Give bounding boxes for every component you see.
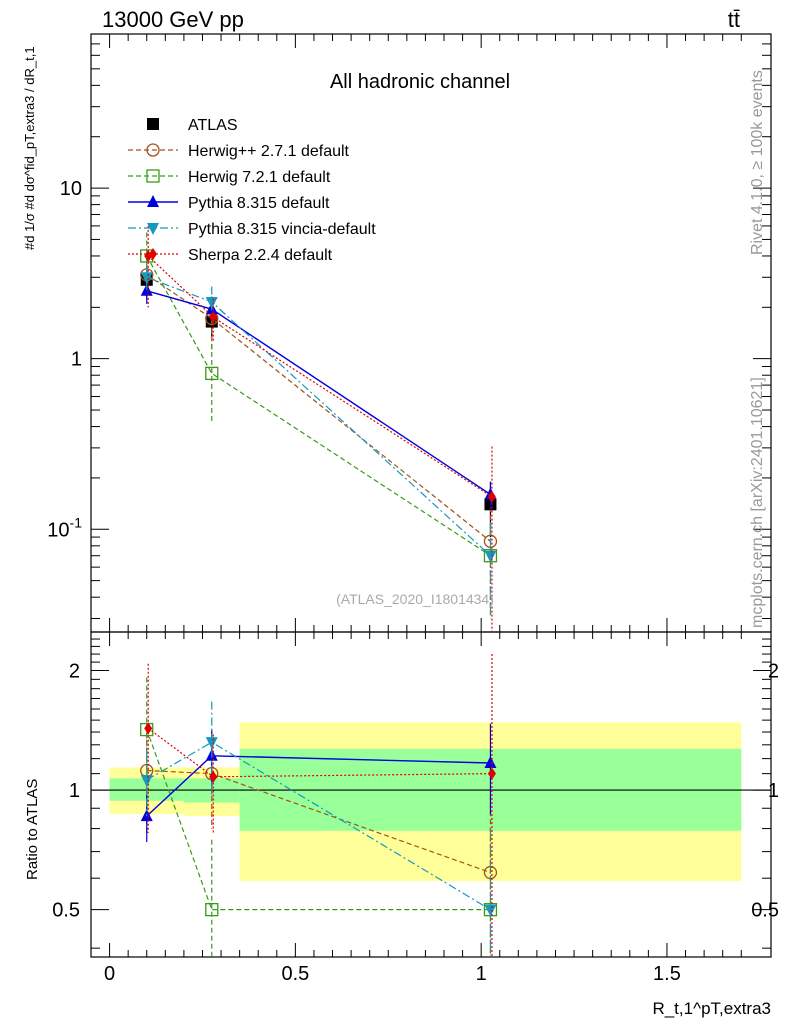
ratio-line-herwig-7-2-1-default [146,729,491,911]
main-point [209,311,218,324]
ratio-point [205,903,219,917]
x-tick-label: 1 [476,963,487,985]
ratio-series [140,654,498,957]
ratio-y-tick-label-right: 0.5 [751,900,779,922]
x-tick-label: 0 [104,963,115,985]
ratio-point [140,722,154,737]
main-line-herwig-2-7-1-default [146,274,491,542]
legend-label: Sherpa 2.2.4 default [188,247,333,264]
ratio-point [205,737,218,750]
x-tick-label: 1.5 [653,963,681,985]
y-tick-label: 10-1 [47,514,82,541]
main-ylabel: #d 1/σ #d dσ^fid_pT,extra3 / dR_t,1 [22,46,37,250]
ratio-ylabel: Ratio to ATLAS [24,779,41,880]
mcplots-label: mcplots.cern.ch [arXiv:2401.10621] [749,377,766,628]
legend-marker [147,223,159,235]
main-series [140,225,498,632]
main-point [205,366,219,381]
energy-label: 13000 GeV pp [102,7,244,32]
chart-title: All hadronic channel [330,71,510,93]
ratio-point [484,904,497,917]
legend: ATLAS Herwig++ 2.7.1 default Herwig 7.2.1 … [128,117,376,264]
main-line-herwig-7-2-1-default [146,255,491,557]
legend-marker [146,169,160,183]
legend-label: Herwig 7.2.1 default [188,169,331,186]
axis-ticks: 0 0.5 1 1.5 10-1 1 10 0.5 0.5 1 1 2 2 [47,33,779,985]
legend-marker [147,195,159,207]
main-line-pythia-8-315-default [146,290,491,496]
x-tick-label: 0.5 [281,963,309,985]
analysis-id: (ATLAS_2020_I1801434) [336,591,494,607]
ratio-panel-frame [90,631,772,958]
ratio-point [140,775,153,788]
main-point [484,550,497,563]
legend-label: Herwig++ 2.7.1 default [188,143,350,160]
main-point [205,296,218,309]
main-point [487,490,496,503]
main-line-pythia-8-315-vincia-default [146,276,491,557]
process-label: tt̄ [728,7,740,32]
ratio-point [209,770,218,783]
y-tick-label: 1 [71,349,82,371]
legend-label: Pythia 8.315 default [188,195,330,212]
ratio-point [487,767,496,780]
ratio-y-tick-label: 0.5 [52,900,80,922]
y-tick-label: 10 [60,178,82,200]
main-point [140,272,153,285]
ratio-point [484,755,497,768]
legend-label: ATLAS [188,117,238,134]
ratio-y-tick-label: 1 [69,780,80,802]
ratio-y-tick-label-right: 1 [768,780,779,802]
ratio-y-tick-label: 2 [69,660,80,682]
rivet-label: Rivet 4.1.0, ≥ 100k events [749,70,766,255]
ratio-point [144,722,153,735]
ratio-y-tick-label-right: 2 [768,660,779,682]
legend-marker [147,118,159,130]
legend-marker [146,143,160,157]
ratio-xlabel: R_t,1^pT,extra3 [652,999,771,1018]
legend-label: Pythia 8.315 vincia-default [188,221,376,238]
legend-marker [149,248,157,260]
